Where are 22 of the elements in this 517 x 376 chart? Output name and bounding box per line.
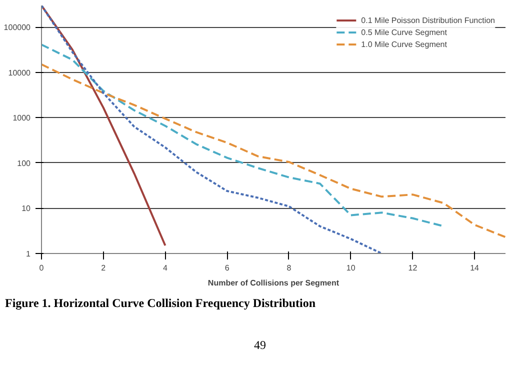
x-tick-label: 12 bbox=[408, 264, 418, 272]
y-tick-label: 10 bbox=[22, 204, 32, 214]
x-tick-label: 0 bbox=[39, 264, 44, 272]
legend-label: 0.1 Mile Poisson Distribution Function bbox=[361, 15, 495, 25]
x-tick-label: 4 bbox=[163, 264, 168, 272]
y-tick-label: 10000 bbox=[8, 68, 32, 78]
x-tick-label: 14 bbox=[470, 264, 480, 272]
text: 49 bbox=[254, 337, 266, 354]
x-tick-label: 10 bbox=[346, 264, 356, 272]
line-series bbox=[42, 63, 506, 238]
legend-label: 0.5 Mile Curve Segment bbox=[361, 27, 447, 37]
x-axis-title: Number of Collisions per Segment bbox=[208, 278, 340, 288]
x-tick-label: 6 bbox=[224, 264, 230, 272]
y-tick-label: 100 bbox=[17, 158, 32, 168]
y-tick-label: 100000 bbox=[4, 23, 32, 32]
y-tick-label: 1 bbox=[26, 250, 32, 258]
x-tick-label: 2 bbox=[101, 264, 106, 272]
caption: Figure 1. Horizontal Curve Collision Frequency Distribution bbox=[5, 295, 316, 312]
x-tick-label: 8 bbox=[286, 264, 292, 272]
y-tick-label: 1000 bbox=[12, 114, 32, 123]
legend-label: 1.0 Mile Curve Segment bbox=[361, 39, 447, 49]
line-series bbox=[42, 6, 166, 247]
